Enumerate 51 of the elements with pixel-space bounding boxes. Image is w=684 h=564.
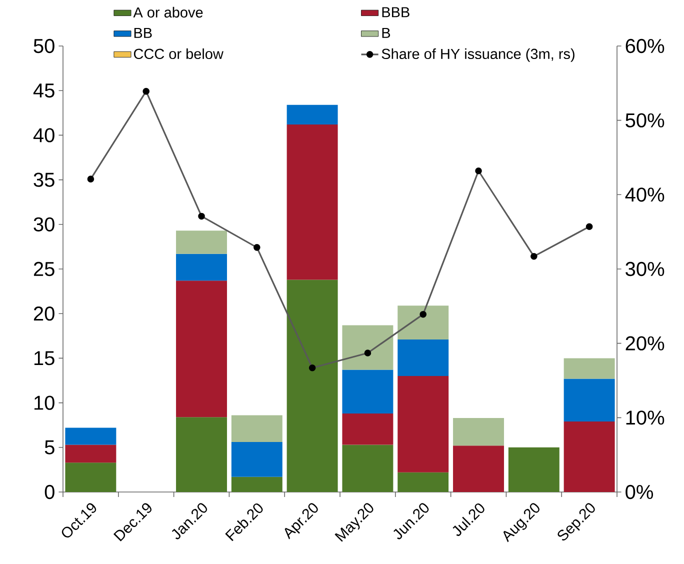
bar xyxy=(65,444,116,463)
y-tick-label: 25 xyxy=(34,262,54,276)
y-tick-label: 20 xyxy=(34,306,54,321)
y2-tick-label: 20% xyxy=(626,336,664,350)
bar xyxy=(564,378,615,422)
y-tick-label: 50 xyxy=(34,38,54,54)
bar xyxy=(398,376,449,472)
bar xyxy=(176,254,227,281)
bar xyxy=(286,124,338,280)
bar xyxy=(342,325,394,370)
bar xyxy=(231,476,282,492)
bar xyxy=(453,418,504,446)
y2-tick-label: 30% xyxy=(626,262,664,276)
y-tick-label: 35 xyxy=(34,172,54,187)
bar xyxy=(564,358,615,379)
bar xyxy=(231,442,282,477)
y-tick-label: 10 xyxy=(34,396,54,410)
bar xyxy=(176,230,227,254)
bar xyxy=(65,428,116,445)
y-tick-label: 0 xyxy=(44,484,54,500)
bar xyxy=(231,415,282,442)
bar xyxy=(398,472,449,492)
legend-label: BBB xyxy=(382,7,410,18)
bar xyxy=(342,414,394,445)
bar xyxy=(342,370,394,414)
y2-tick-label: 50% xyxy=(626,113,664,128)
bar xyxy=(398,306,449,340)
y-tick-label: 40 xyxy=(33,128,54,142)
legend-label: BB xyxy=(134,28,152,38)
bar xyxy=(286,280,338,492)
bar xyxy=(453,446,504,492)
y2-tick-label: 60% xyxy=(626,38,664,54)
y-tick-label: 5 xyxy=(44,440,54,454)
y-tick-label: 45 xyxy=(33,84,54,98)
bar xyxy=(564,422,615,492)
bar xyxy=(342,444,394,492)
bar xyxy=(176,280,227,418)
legend-label: CCC or below xyxy=(134,48,224,60)
bar xyxy=(508,447,560,492)
bar xyxy=(398,339,449,376)
legend-label: B xyxy=(382,28,390,38)
y2-tick-label: 40% xyxy=(625,188,664,202)
y-tick-label: 15 xyxy=(34,351,54,366)
y2-tick-label: 10% xyxy=(626,410,664,425)
y2-tick-label: 0% xyxy=(626,484,653,500)
legend-label: Share of HY issuance (3m, rs) xyxy=(382,48,574,62)
bar xyxy=(286,104,338,124)
legend-label: A or above xyxy=(133,6,203,18)
y-tick-label: 30 xyxy=(34,217,54,232)
bar xyxy=(176,417,227,492)
bar xyxy=(65,462,116,492)
